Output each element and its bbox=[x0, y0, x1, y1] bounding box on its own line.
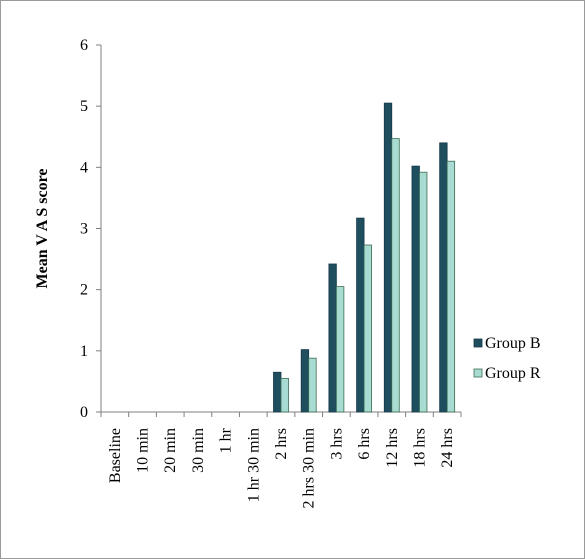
y-tick-label: 5 bbox=[80, 98, 88, 115]
legend-swatch-group-b bbox=[473, 338, 483, 348]
legend-swatch-group-r bbox=[473, 368, 483, 378]
x-tick-label: 3 hrs bbox=[328, 428, 345, 460]
bar-group-b-18-hrs bbox=[411, 165, 420, 413]
y-axis-title: Mean V A S score bbox=[34, 168, 51, 288]
bar-group-r-2-hrs bbox=[280, 377, 289, 413]
chart-axes bbox=[96, 44, 462, 417]
y-tick-label: 3 bbox=[80, 221, 88, 238]
legend-label-group-r: Group R bbox=[485, 365, 541, 382]
x-tick-label: 18 hrs bbox=[411, 428, 428, 468]
y-tick-label: 6 bbox=[80, 37, 88, 54]
x-tick-label: Baseline bbox=[107, 428, 124, 483]
bar-group-r-3-hrs bbox=[335, 286, 345, 413]
x-tick-label: 12 hrs bbox=[384, 428, 401, 468]
bar-group-r-2-hrs-30-min bbox=[308, 357, 317, 413]
x-tick-label: 1 hr bbox=[218, 427, 235, 453]
x-tick-label: 6 hrs bbox=[356, 428, 373, 460]
x-tick-label: 2 hrs bbox=[273, 428, 290, 460]
legend-label-group-b: Group B bbox=[485, 335, 541, 352]
chart-bars bbox=[273, 102, 456, 413]
bar-group-r-18-hrs bbox=[419, 171, 428, 413]
y-tick-labels: 0 1 2 3 4 5 6 bbox=[80, 37, 88, 421]
x-tick-label: 1 hr 30 min bbox=[245, 428, 262, 502]
chart-legend: Group B Group R bbox=[473, 335, 541, 382]
x-tick-label: 30 min bbox=[190, 428, 207, 473]
bar-group-r-24-hrs bbox=[446, 160, 456, 413]
y-tick-label: 1 bbox=[80, 343, 88, 360]
bar-group-b-12-hrs bbox=[383, 102, 393, 413]
x-tick-label: 24 hrs bbox=[439, 428, 456, 468]
y-tick-label: 2 bbox=[80, 282, 88, 299]
x-tick-label: 2 hrs 30 min bbox=[301, 428, 318, 508]
y-tick-label: 4 bbox=[80, 159, 88, 176]
bar-group-b-2-hrs-30-min bbox=[300, 349, 310, 413]
x-tick-label: 20 min bbox=[162, 428, 179, 473]
bar-group-b-6-hrs bbox=[356, 217, 365, 413]
bar-group-b-3-hrs bbox=[328, 263, 337, 413]
bar-group-b-24-hrs bbox=[439, 142, 448, 413]
bar-group-r-12-hrs bbox=[391, 138, 400, 413]
bar-group-b-2-hrs bbox=[273, 371, 282, 413]
y-tick-label: 0 bbox=[80, 404, 88, 421]
bar-group-r-6-hrs bbox=[363, 244, 372, 413]
x-tick-labels: Baseline 10 min 20 min 30 min 1 hr 1 hr 30 mi… bbox=[107, 427, 456, 508]
x-tick-label: 10 min bbox=[135, 428, 152, 473]
